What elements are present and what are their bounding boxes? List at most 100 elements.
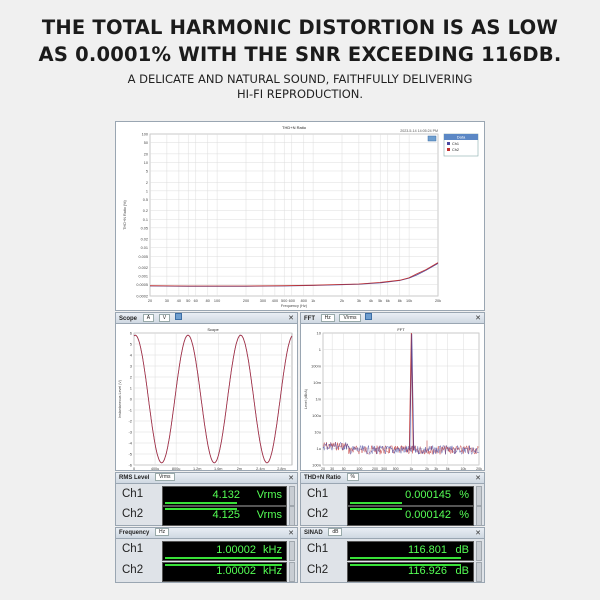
fft-peak-ch2 <box>408 332 414 451</box>
x-tick-label: 1k <box>409 467 413 471</box>
close-icon[interactable]: ✕ <box>288 315 294 322</box>
x-tick-label: 200 <box>372 467 378 471</box>
fft-unit-select[interactable]: V/rms <box>339 314 361 322</box>
thdn-ch1-display: 0.000145 % <box>347 486 474 506</box>
rms-ch1-display: 4.132 Vrms <box>162 486 287 506</box>
sinad-ch2-display: 116.926 dB <box>347 562 474 582</box>
legend-swatch <box>447 148 450 151</box>
y-axis-label: THD+N Ratio (%) <box>123 199 127 229</box>
thdn-unit-select[interactable]: % <box>346 473 359 481</box>
x-tick-label: 100 <box>356 467 362 471</box>
y-tick-label: 0.05 <box>141 226 148 230</box>
x-axis-label: Frequency (Hz) <box>281 304 308 308</box>
fft-chart-title: FFT <box>397 327 405 332</box>
x-tick-label: 2.4m <box>256 467 264 471</box>
freq-ch1-value: 1.00002 <box>216 544 256 556</box>
x-tick-label: 5k <box>378 299 382 303</box>
scrollbar[interactable] <box>289 506 295 526</box>
legend-title: Data <box>457 135 466 140</box>
y-tick-label: 1 <box>146 189 148 193</box>
chart-options-icon <box>427 135 437 142</box>
scope-channel-select[interactable]: A <box>142 314 155 322</box>
y-tick-label: 10m <box>313 380 321 385</box>
ch2-label: Ch2 <box>307 508 329 520</box>
rms-title: RMS Level <box>119 475 150 481</box>
x-tick-label: 30 <box>165 299 169 303</box>
y-tick-label: 2 <box>130 375 133 380</box>
close-icon[interactable]: ✕ <box>475 475 481 482</box>
y-tick-label: 0.2 <box>143 209 148 213</box>
y-tick-label: 50 <box>144 141 148 145</box>
x-tick-label: 500 <box>393 467 399 471</box>
rms-ch2-value: 4.125 <box>212 509 240 521</box>
legend-swatch <box>447 142 450 145</box>
scrollbar[interactable] <box>476 541 482 561</box>
y-tick-label: 5 <box>146 169 148 173</box>
scope-unit-select[interactable]: V <box>158 314 171 322</box>
sinad-titlebar: SINAD dB ✕ <box>301 528 484 539</box>
rms-titlebar: RMS Level Vrms ✕ <box>116 473 297 484</box>
x-tick-label: 400u <box>151 467 159 471</box>
thdn-unit: % <box>459 509 469 521</box>
thdn-ch1-bar <box>350 502 403 504</box>
settings-icon[interactable] <box>365 313 373 320</box>
settings-icon[interactable] <box>174 313 182 320</box>
scrollbar[interactable] <box>476 486 482 506</box>
rms-ch2-bar <box>165 508 238 510</box>
freq-unit-select[interactable]: Hz <box>155 528 170 536</box>
scrollbar[interactable] <box>289 486 295 506</box>
x-tick-label: 300 <box>381 467 387 471</box>
y-tick-label: 100 <box>142 133 148 137</box>
x-tick-label: 2m <box>237 467 242 471</box>
x-tick-label: 800 <box>301 299 307 303</box>
close-icon[interactable]: ✕ <box>475 530 481 537</box>
y-tick-label: 10 <box>144 161 148 165</box>
y-axis-label: Level (dBrA) <box>304 389 308 409</box>
legend-header <box>444 134 478 140</box>
timestamp: 2023-5-14 14:05:24 PM <box>400 129 438 133</box>
x-tick-label: 10k <box>406 299 412 303</box>
sinad-meter: SINAD dB ✕ Ch1 116.801 dB Ch2 116.926 dB <box>300 527 485 583</box>
y-tick-label: 0.0005 <box>136 283 148 287</box>
y-tick-label: -3 <box>128 430 132 435</box>
y-tick-label: 100u <box>312 413 321 418</box>
close-icon[interactable]: ✕ <box>288 530 294 537</box>
y-tick-label: 100m <box>311 364 322 369</box>
freq-ch2-display: 1.00002 kHz <box>162 562 287 582</box>
freq-unit: kHz <box>263 565 282 577</box>
sinad-unit-select[interactable]: dB <box>328 528 343 536</box>
scrollbar[interactable] <box>289 562 295 582</box>
x-tick-label: 500 <box>281 299 287 303</box>
close-icon[interactable]: ✕ <box>288 475 294 482</box>
scrollbar[interactable] <box>476 506 482 526</box>
thdn-ratio-meter: THD+N Ratio % ✕ Ch1 0.000145 % Ch2 0.000… <box>300 472 485 526</box>
fft-noise-ch2 <box>322 441 480 455</box>
scrollbar[interactable] <box>476 562 482 582</box>
rms-unit: Vrms <box>256 509 282 521</box>
freq-ch2-bar <box>165 564 282 566</box>
y-tick-label: 0.0002 <box>136 295 148 299</box>
y-tick-label: 6 <box>130 331 133 336</box>
thdn-ch1-value: 0.000145 <box>405 489 451 501</box>
subheadline-line-2: HI-FI REPRODUCTION. <box>236 87 364 101</box>
plot-area <box>149 133 439 297</box>
thdn-title: THD+N Ratio <box>304 475 341 481</box>
x-tick-label: 0 <box>133 467 135 471</box>
x-tick-label: 8k <box>398 299 402 303</box>
x-tick-label: 40 <box>177 299 181 303</box>
rms-unit-select[interactable]: Vrms <box>155 473 175 481</box>
scrollbar[interactable] <box>289 541 295 561</box>
x-tick-label: 3k <box>434 467 438 471</box>
freq-ch1-bar <box>165 557 282 559</box>
sinad-ch2-bar <box>350 564 461 566</box>
close-icon[interactable]: ✕ <box>475 315 481 322</box>
ch1-label: Ch1 <box>122 543 144 555</box>
freq-ch1-display: 1.00002 kHz <box>162 541 287 561</box>
y-tick-label: 4 <box>130 353 133 358</box>
thdn-unit: % <box>459 489 469 501</box>
fft-axis-select[interactable]: Hz <box>320 314 335 322</box>
fft-peak-ch1 <box>409 333 415 451</box>
y-tick-label: -6 <box>128 463 132 468</box>
rms-ch1-value: 4.132 <box>212 489 240 501</box>
